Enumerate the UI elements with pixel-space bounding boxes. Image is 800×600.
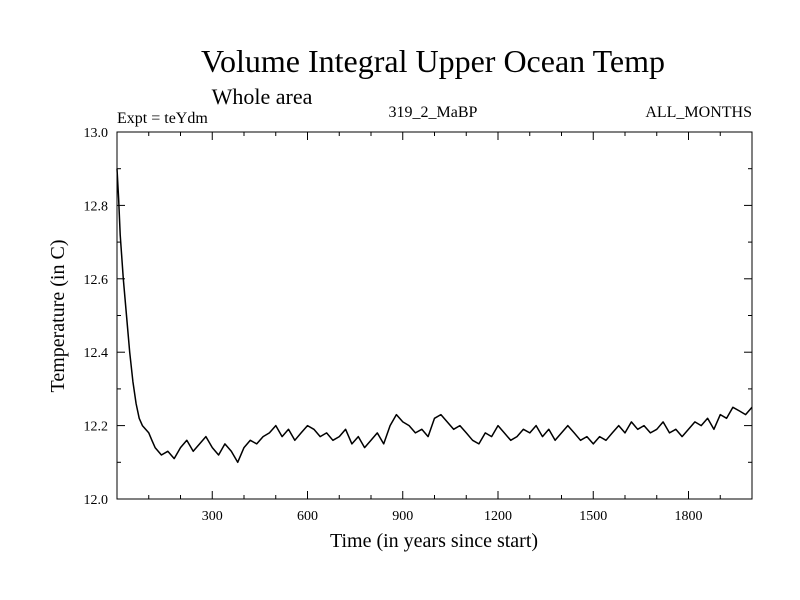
y-tick-label: 13.0 xyxy=(84,126,109,141)
x-tick-label: 900 xyxy=(392,509,413,524)
y-tick-label: 12.0 xyxy=(84,493,109,508)
data-series xyxy=(116,168,753,464)
y-tick-label: 12.4 xyxy=(84,346,109,361)
x-tick-label: 1200 xyxy=(484,509,512,524)
header-right: ALL_MONTHS xyxy=(645,104,752,121)
chart-title: Volume Integral Upper Ocean Temp xyxy=(201,43,665,79)
y-tick-label: 12.8 xyxy=(84,199,109,214)
series-line xyxy=(116,168,753,464)
header-left: Expt = teYdm xyxy=(117,110,208,127)
x-axis-label: Time (in years since start) xyxy=(330,530,538,552)
x-axis: 300 600 900 1200 1500 1800 xyxy=(148,132,721,524)
y-axis-label: Temperature (in C) xyxy=(47,240,69,393)
y-tick-label: 12.6 xyxy=(84,273,109,288)
y-tick-label: 12.2 xyxy=(84,420,109,435)
plot-frame xyxy=(116,131,753,500)
x-tick-label: 600 xyxy=(297,509,318,524)
y-axis: 12.0 12.2 12.4 12.6 12.8 13.0 xyxy=(84,126,752,508)
header-center: 319_2_MaBP xyxy=(389,104,478,121)
x-tick-label: 1500 xyxy=(579,509,607,524)
x-tick-label: 1800 xyxy=(675,509,703,524)
chart-subtitle: Whole area xyxy=(212,84,313,109)
x-tick-label: 300 xyxy=(202,509,223,524)
